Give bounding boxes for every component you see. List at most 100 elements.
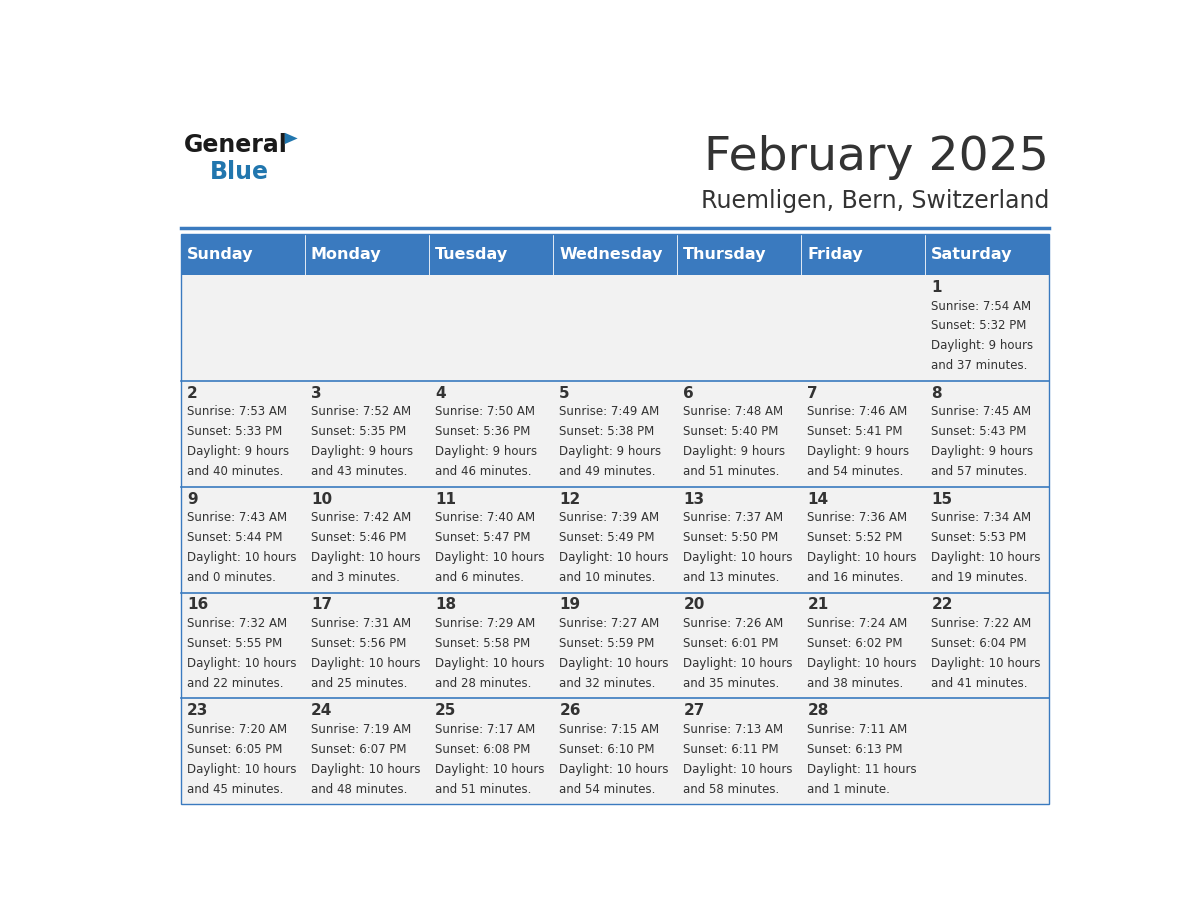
- Text: Daylight: 9 hours: Daylight: 9 hours: [311, 445, 413, 458]
- Text: Sunrise: 7:20 AM: Sunrise: 7:20 AM: [188, 723, 287, 736]
- Text: Sunrise: 7:40 AM: Sunrise: 7:40 AM: [435, 511, 536, 524]
- Text: Daylight: 10 hours: Daylight: 10 hours: [188, 551, 297, 564]
- Text: Sunrise: 7:49 AM: Sunrise: 7:49 AM: [560, 406, 659, 419]
- Bar: [181, 592, 305, 699]
- Text: 17: 17: [311, 598, 333, 612]
- Text: Sunrise: 7:27 AM: Sunrise: 7:27 AM: [560, 617, 659, 631]
- Text: 11: 11: [435, 491, 456, 507]
- Text: 3: 3: [311, 386, 322, 400]
- Text: 6: 6: [683, 386, 694, 400]
- Text: Sunset: 5:43 PM: Sunset: 5:43 PM: [931, 425, 1026, 438]
- Text: Daylight: 10 hours: Daylight: 10 hours: [931, 551, 1041, 564]
- Text: Sunrise: 7:34 AM: Sunrise: 7:34 AM: [931, 511, 1031, 524]
- Text: Sunrise: 7:24 AM: Sunrise: 7:24 AM: [808, 617, 908, 631]
- Bar: [552, 487, 677, 592]
- Text: Daylight: 10 hours: Daylight: 10 hours: [435, 551, 545, 564]
- Text: Daylight: 9 hours: Daylight: 9 hours: [188, 445, 290, 458]
- Bar: [552, 699, 677, 804]
- Text: Thursday: Thursday: [683, 247, 766, 262]
- Text: 7: 7: [808, 386, 819, 400]
- Bar: [429, 699, 552, 804]
- Text: and 51 minutes.: and 51 minutes.: [683, 465, 779, 478]
- Bar: [677, 487, 801, 592]
- Text: Sunset: 5:56 PM: Sunset: 5:56 PM: [311, 637, 406, 650]
- Text: Daylight: 9 hours: Daylight: 9 hours: [683, 445, 785, 458]
- Text: Sunset: 5:33 PM: Sunset: 5:33 PM: [188, 425, 283, 438]
- Bar: [552, 274, 677, 381]
- Text: 22: 22: [931, 598, 953, 612]
- Text: Sunset: 5:49 PM: Sunset: 5:49 PM: [560, 532, 655, 544]
- Bar: [677, 592, 801, 699]
- Text: Sunrise: 7:53 AM: Sunrise: 7:53 AM: [188, 406, 287, 419]
- Text: Wednesday: Wednesday: [560, 247, 663, 262]
- Bar: [305, 699, 429, 804]
- Text: 16: 16: [188, 598, 208, 612]
- Text: and 48 minutes.: and 48 minutes.: [311, 782, 407, 796]
- Text: Daylight: 10 hours: Daylight: 10 hours: [311, 657, 421, 670]
- Text: and 32 minutes.: and 32 minutes.: [560, 677, 656, 689]
- Bar: [429, 592, 552, 699]
- Text: Sunrise: 7:42 AM: Sunrise: 7:42 AM: [311, 511, 411, 524]
- Text: Daylight: 9 hours: Daylight: 9 hours: [931, 445, 1034, 458]
- Text: Sunset: 5:58 PM: Sunset: 5:58 PM: [435, 637, 531, 650]
- Text: Daylight: 10 hours: Daylight: 10 hours: [560, 763, 669, 776]
- Bar: [677, 274, 801, 381]
- Bar: [677, 699, 801, 804]
- Text: Daylight: 10 hours: Daylight: 10 hours: [931, 657, 1041, 670]
- Text: 14: 14: [808, 491, 828, 507]
- Text: 27: 27: [683, 703, 704, 719]
- Text: and 49 minutes.: and 49 minutes.: [560, 465, 656, 478]
- Bar: [181, 274, 305, 381]
- Text: Sunset: 5:32 PM: Sunset: 5:32 PM: [931, 319, 1026, 332]
- Bar: [181, 699, 305, 804]
- Text: and 57 minutes.: and 57 minutes.: [931, 465, 1028, 478]
- Polygon shape: [285, 133, 298, 144]
- Text: 1: 1: [931, 280, 942, 295]
- Bar: [801, 699, 925, 804]
- Text: Daylight: 10 hours: Daylight: 10 hours: [311, 551, 421, 564]
- Text: Sunset: 6:04 PM: Sunset: 6:04 PM: [931, 637, 1026, 650]
- Text: Sunrise: 7:19 AM: Sunrise: 7:19 AM: [311, 723, 411, 736]
- Text: Daylight: 10 hours: Daylight: 10 hours: [188, 763, 297, 776]
- Text: and 1 minute.: and 1 minute.: [808, 782, 890, 796]
- Text: Sunset: 5:36 PM: Sunset: 5:36 PM: [435, 425, 531, 438]
- Text: and 54 minutes.: and 54 minutes.: [560, 782, 656, 796]
- Text: and 40 minutes.: and 40 minutes.: [188, 465, 284, 478]
- Text: Daylight: 10 hours: Daylight: 10 hours: [435, 763, 545, 776]
- Text: Daylight: 10 hours: Daylight: 10 hours: [683, 657, 792, 670]
- Text: Sunset: 6:07 PM: Sunset: 6:07 PM: [311, 743, 406, 756]
- Text: Daylight: 10 hours: Daylight: 10 hours: [808, 551, 917, 564]
- Text: Sunset: 5:46 PM: Sunset: 5:46 PM: [311, 532, 406, 544]
- Bar: [305, 274, 429, 381]
- Bar: [429, 234, 552, 274]
- Text: and 46 minutes.: and 46 minutes.: [435, 465, 532, 478]
- Bar: [429, 381, 552, 487]
- Text: Daylight: 11 hours: Daylight: 11 hours: [808, 763, 917, 776]
- Text: Friday: Friday: [807, 247, 862, 262]
- Text: and 45 minutes.: and 45 minutes.: [188, 782, 284, 796]
- Text: Sunset: 6:08 PM: Sunset: 6:08 PM: [435, 743, 531, 756]
- Bar: [305, 234, 429, 274]
- Text: Daylight: 10 hours: Daylight: 10 hours: [808, 657, 917, 670]
- Text: Daylight: 10 hours: Daylight: 10 hours: [311, 763, 421, 776]
- Text: Sunset: 5:50 PM: Sunset: 5:50 PM: [683, 532, 778, 544]
- Text: Sunset: 5:44 PM: Sunset: 5:44 PM: [188, 532, 283, 544]
- Text: Sunrise: 7:17 AM: Sunrise: 7:17 AM: [435, 723, 536, 736]
- Bar: [677, 381, 801, 487]
- Text: and 16 minutes.: and 16 minutes.: [808, 571, 904, 584]
- Text: Sunday: Sunday: [187, 247, 253, 262]
- Text: 2: 2: [188, 386, 198, 400]
- Text: Sunset: 5:55 PM: Sunset: 5:55 PM: [188, 637, 283, 650]
- Bar: [181, 381, 305, 487]
- Text: Sunrise: 7:37 AM: Sunrise: 7:37 AM: [683, 511, 783, 524]
- Text: Sunset: 6:13 PM: Sunset: 6:13 PM: [808, 743, 903, 756]
- Text: 26: 26: [560, 703, 581, 719]
- Text: 23: 23: [188, 703, 209, 719]
- Text: Sunrise: 7:54 AM: Sunrise: 7:54 AM: [931, 299, 1031, 313]
- Text: 19: 19: [560, 598, 581, 612]
- Text: Sunrise: 7:50 AM: Sunrise: 7:50 AM: [435, 406, 536, 419]
- Text: Sunrise: 7:39 AM: Sunrise: 7:39 AM: [560, 511, 659, 524]
- Text: 21: 21: [808, 598, 828, 612]
- Text: and 22 minutes.: and 22 minutes.: [188, 677, 284, 689]
- Text: 10: 10: [311, 491, 333, 507]
